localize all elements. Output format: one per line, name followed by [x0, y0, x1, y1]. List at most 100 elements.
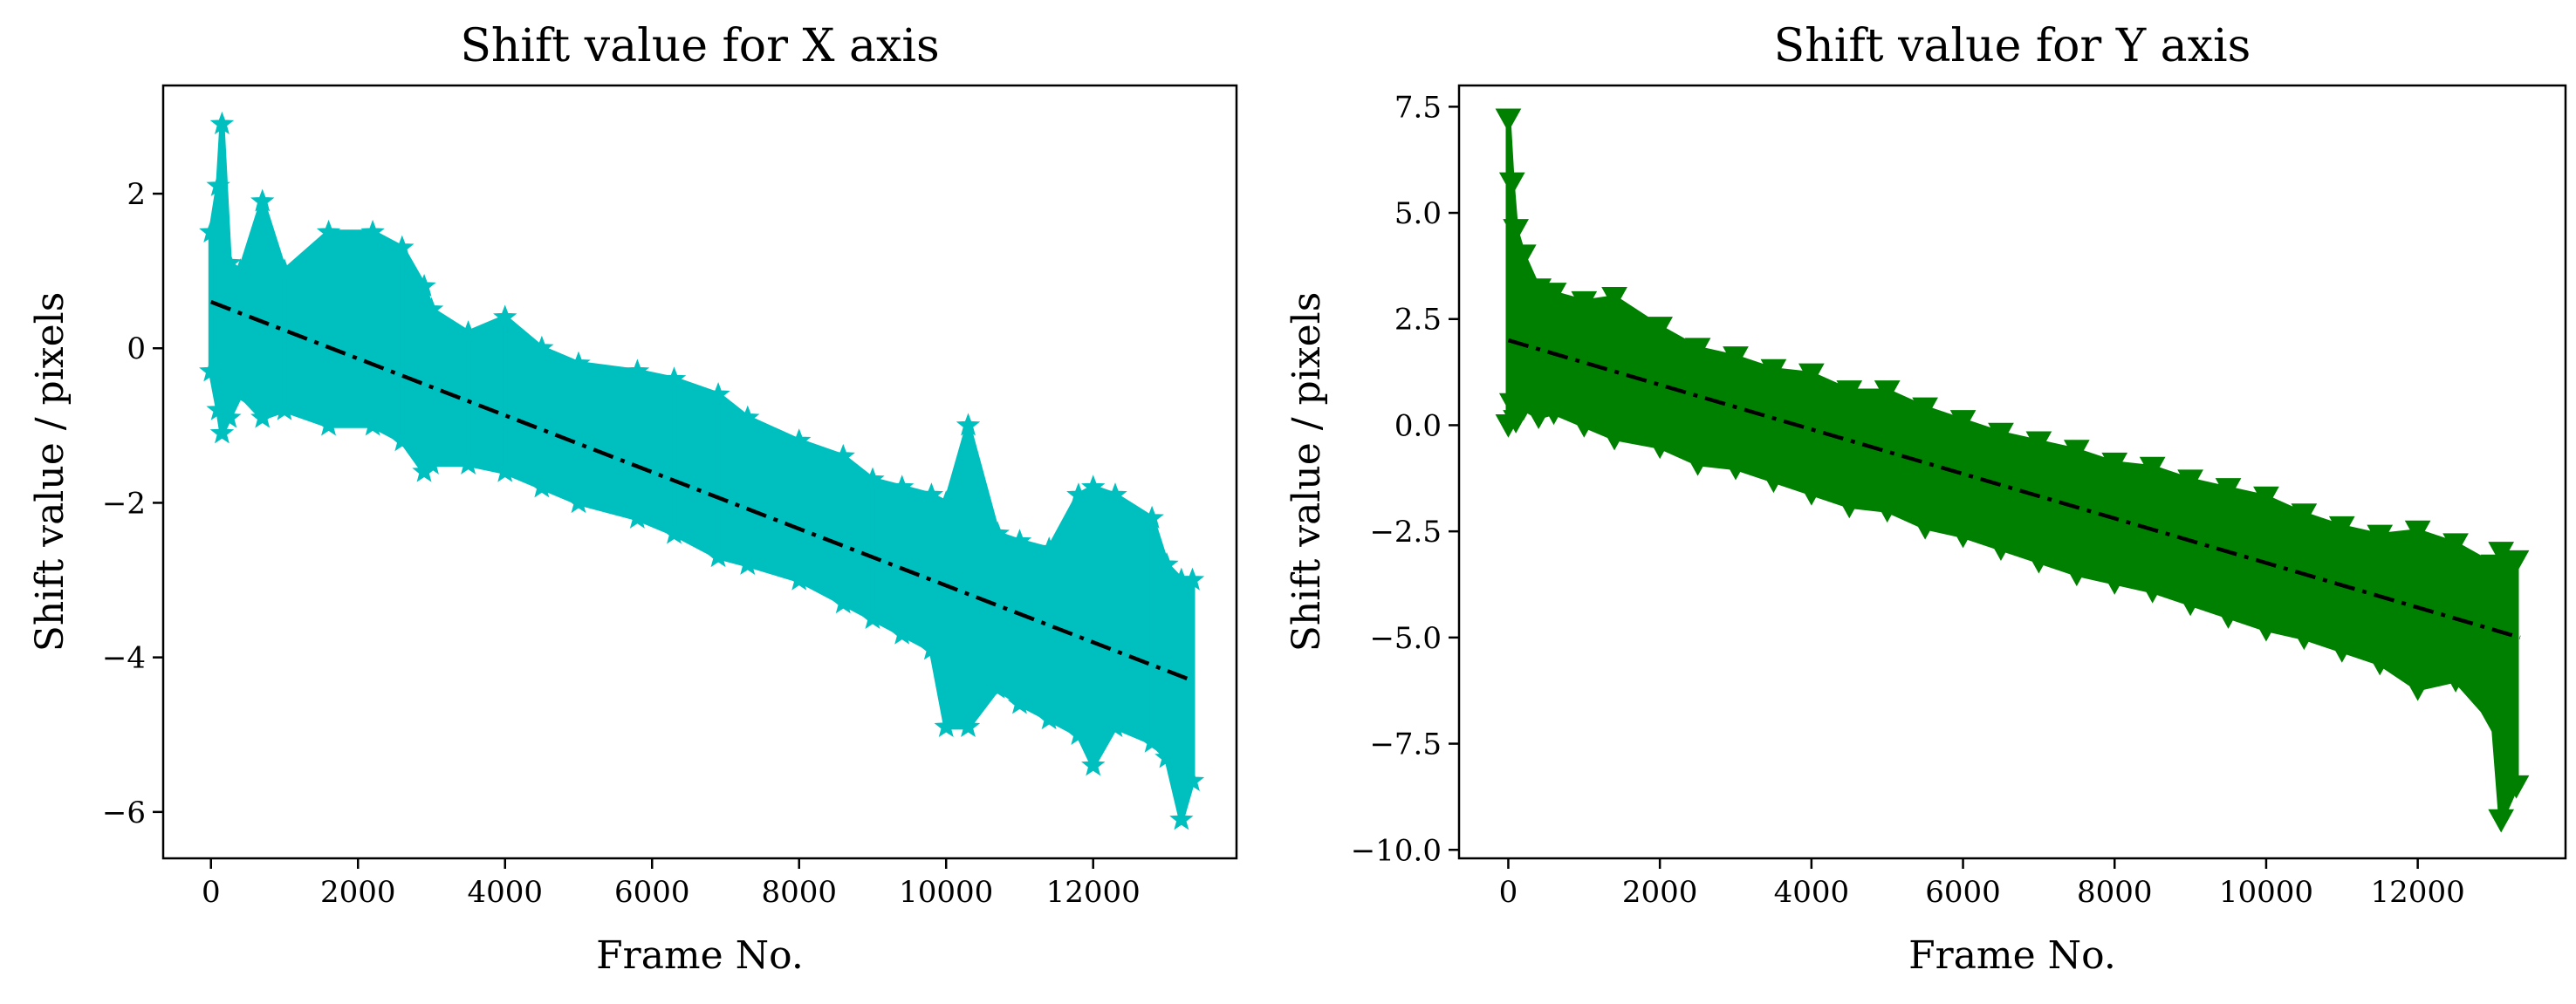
y-tick-label: −5.0: [1369, 621, 1442, 656]
chart-x-axis-shift: Shift value for X axis 0 2000 4000 6000 8000…: [28, 20, 1238, 978]
data-point: [1503, 219, 1529, 242]
data-point: [661, 521, 687, 544]
data-point: [831, 591, 855, 614]
data-point: [2101, 571, 2128, 595]
y-tick-label: −7.5: [1369, 727, 1442, 762]
data-point: [2404, 677, 2431, 701]
data-point: [1007, 691, 1032, 714]
data-point: [1988, 422, 2014, 447]
x-tick-label: 4000: [467, 875, 543, 910]
data-point: [217, 250, 242, 274]
data-point: [919, 482, 944, 506]
data-point: [2025, 550, 2052, 574]
data-point: [530, 475, 554, 498]
data-point: [199, 359, 223, 382]
data-point: [736, 405, 760, 428]
data-point: [956, 714, 981, 738]
data-point: [316, 219, 341, 243]
data-point: [412, 273, 436, 297]
y-tick-label: −6: [102, 796, 146, 830]
data-point: [209, 111, 235, 134]
data-point: [2063, 563, 2090, 587]
data-point: [209, 420, 235, 444]
data-point: [1140, 505, 1164, 529]
data-point: [1798, 363, 1825, 387]
data-point: [919, 637, 944, 660]
x-tick-label: 4000: [1774, 875, 1850, 910]
data-point: [316, 413, 341, 436]
y-tick-label: −2: [102, 486, 146, 521]
data-point: [1037, 536, 1061, 560]
data-point: [419, 297, 444, 320]
data-point: [360, 219, 385, 243]
x-axis-ticks: 0 2000 4000 6000 8000 10000 12000: [202, 858, 1141, 910]
data-point: [1912, 516, 1938, 540]
x-tick-label: 8000: [761, 875, 837, 910]
x-tick-label: 0: [202, 875, 221, 910]
data-point: [985, 521, 1010, 544]
data-point: [2404, 520, 2431, 544]
data-point: [1154, 551, 1179, 575]
data-point: [889, 621, 915, 645]
y-tick-label: 0: [127, 331, 146, 366]
data-point: [1949, 524, 1977, 549]
data-point: [1066, 482, 1091, 506]
data-point: [206, 173, 230, 196]
data-point: [1760, 359, 1787, 383]
plot-area: [199, 111, 1205, 830]
data-point: [2291, 626, 2318, 651]
x-tick-label: 10000: [2219, 875, 2313, 910]
data-point: [250, 188, 275, 212]
data-point: [199, 219, 223, 243]
data-point: [2177, 592, 2203, 617]
data-point: [1647, 317, 1673, 340]
data-point: [1647, 435, 1673, 460]
data-point: [860, 467, 885, 490]
x-tick-label: 6000: [614, 875, 690, 910]
data-point: [934, 489, 958, 514]
data-point: [831, 443, 855, 467]
data-point: [2503, 775, 2530, 799]
data-point: [1103, 482, 1127, 506]
trend-line: [209, 299, 1194, 683]
y-tick-label: 7.5: [1394, 90, 1442, 125]
data-point: [2488, 809, 2515, 833]
data-point: [1684, 338, 1711, 362]
x-axis-ticks: 0 2000 4000 6000 8000 10000 12000: [1499, 858, 2465, 910]
data-point: [1874, 380, 1901, 404]
plot-area: [1495, 108, 2530, 833]
data-point: [530, 335, 554, 359]
data-point: [2291, 503, 2318, 528]
data-point: [1874, 499, 1901, 523]
data-point: [1498, 172, 1525, 196]
data-point: [2367, 652, 2394, 676]
data-point: [2253, 486, 2279, 510]
data-point: [566, 351, 591, 374]
x-axis-label: Frame No.: [596, 933, 804, 978]
y-tick-label: 2.5: [1394, 303, 1442, 338]
data-point: [1760, 469, 1787, 494]
data-point: [1103, 714, 1127, 738]
data-point: [1180, 567, 1205, 591]
y-axis-ticks: −6 −4 −2 0 2: [102, 177, 163, 830]
x-tick-label: 12000: [1046, 875, 1141, 910]
data-point: [2367, 524, 2394, 549]
data-point: [2025, 431, 2052, 455]
data-point: [661, 366, 687, 390]
data-point: [2328, 639, 2355, 663]
y-tick-label: 2: [127, 177, 146, 212]
trend-line: [1507, 338, 2521, 640]
data-point: [1540, 283, 1567, 306]
x-tick-label: 2000: [320, 875, 396, 910]
data-point: [1140, 729, 1164, 753]
axes-frame: [161, 84, 1238, 860]
data-point: [1007, 529, 1032, 552]
data-point: [2480, 711, 2507, 735]
data-point: [956, 413, 981, 436]
data-point: [566, 489, 591, 514]
x-tick-label: 12000: [2371, 875, 2465, 910]
y-axis-label: Shift value / pixels: [1285, 292, 1329, 652]
data-point: [2442, 533, 2469, 557]
x-tick-label: 8000: [2077, 875, 2153, 910]
data-point: [228, 258, 253, 282]
